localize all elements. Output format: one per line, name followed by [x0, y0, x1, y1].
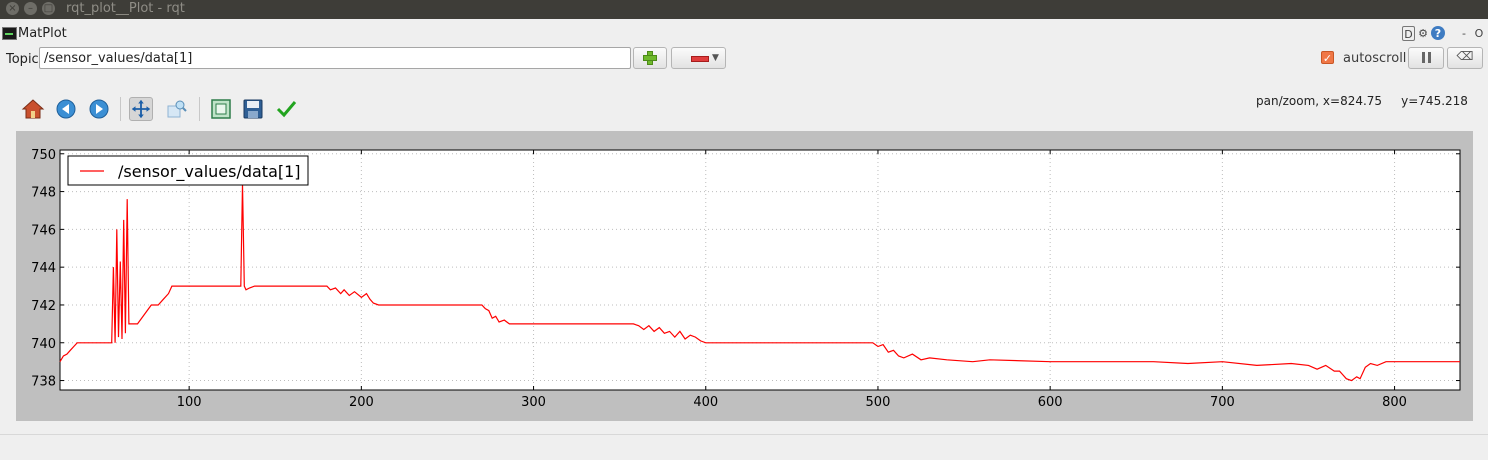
autoscroll-label: autoscroll	[1343, 51, 1407, 66]
toolbar-separator	[199, 97, 200, 121]
home-icon[interactable]	[21, 97, 45, 121]
clear-icon: ⌫	[1456, 49, 1474, 63]
y-tick-label: 748	[31, 186, 56, 201]
x-tick-label: 400	[693, 395, 718, 410]
forward-icon[interactable]	[87, 97, 111, 121]
chevron-down-icon: ▼	[712, 53, 719, 63]
y-tick-label: 744	[31, 261, 56, 276]
plot-area[interactable]	[59, 149, 1461, 391]
minimize-plugin-button[interactable]: -	[1462, 27, 1466, 40]
topic-label: Topic	[6, 52, 39, 67]
plot-canvas[interactable]: 100 200 300 400 500 600 700 800 738 740 742 744 746…	[16, 131, 1473, 421]
window-title: rqt_plot__Plot - rqt	[66, 1, 185, 16]
help-icon[interactable]: ?	[1431, 26, 1445, 40]
subplots-icon[interactable]	[209, 97, 233, 121]
matplot-app-icon	[2, 27, 17, 40]
add-topic-button[interactable]	[633, 47, 667, 69]
save-icon[interactable]	[241, 97, 265, 121]
x-tick-label: 300	[521, 395, 546, 410]
legend-box	[67, 155, 309, 186]
minus-icon	[691, 56, 709, 62]
x-tick-label: 600	[1038, 395, 1063, 410]
plus-icon	[643, 51, 657, 65]
pause-icon-bar	[1428, 52, 1431, 63]
pause-button[interactable]	[1408, 47, 1444, 69]
legend: /sensor_values/data[1]	[67, 155, 309, 186]
legend-label: /sensor_values/data[1]	[118, 162, 301, 182]
pause-icon	[1422, 52, 1425, 63]
y-tick-label: 742	[31, 299, 56, 314]
toolbar-separator	[120, 97, 121, 121]
x-tick-label: 100	[177, 395, 202, 410]
zoom-icon[interactable]	[165, 97, 189, 121]
y-axis-ticks: 738 740 742 744 746 748 750	[31, 148, 1460, 390]
plot-toolbar	[16, 92, 616, 126]
y-tick-label: 750	[31, 148, 56, 163]
autoscroll-checkbox[interactable]: ✓	[1321, 51, 1334, 65]
y-tick-label: 740	[31, 337, 56, 352]
topic-row: Topic ▼ ✓ autoscroll ⌫	[0, 46, 1488, 72]
x-tick-label: 700	[1210, 395, 1235, 410]
window-maximize-button[interactable]: □	[42, 2, 55, 15]
bottom-area	[0, 434, 1488, 460]
x-tick-label: 800	[1382, 395, 1407, 410]
plugin-titlebar: MatPlot D ⚙ ? - O	[0, 22, 1488, 44]
pan-zoom-status: pan/zoom, x=824.75 y=745.218	[1256, 94, 1468, 108]
topic-input[interactable]	[39, 47, 631, 69]
edit-icon[interactable]	[274, 97, 298, 121]
clear-button[interactable]: ⌫	[1447, 47, 1483, 69]
window-minimize-button[interactable]: –	[24, 2, 37, 15]
x-tick-label: 500	[866, 395, 891, 410]
pan-icon[interactable]	[129, 97, 153, 121]
window-close-button[interactable]: ×	[6, 2, 19, 15]
y-tick-label: 746	[31, 223, 56, 238]
plot-figure[interactable]: 100 200 300 400 500 600 700 800 738 740 742 744 746…	[16, 131, 1473, 421]
dock-button[interactable]: D	[1402, 26, 1415, 41]
x-axis-ticks: 100 200 300 400 500 600 700 800	[177, 150, 1407, 410]
window-titlebar: × – □ rqt_plot__Plot - rqt	[0, 0, 1488, 19]
series-line	[59, 183, 1460, 382]
x-tick-label: 200	[349, 395, 374, 410]
y-tick-label: 738	[31, 375, 56, 390]
close-plugin-button[interactable]: O	[1474, 27, 1484, 40]
back-icon[interactable]	[54, 97, 78, 121]
remove-topic-button[interactable]: ▼	[671, 47, 726, 69]
gear-icon[interactable]: ⚙	[1418, 27, 1428, 40]
plugin-title: MatPlot	[18, 26, 67, 41]
